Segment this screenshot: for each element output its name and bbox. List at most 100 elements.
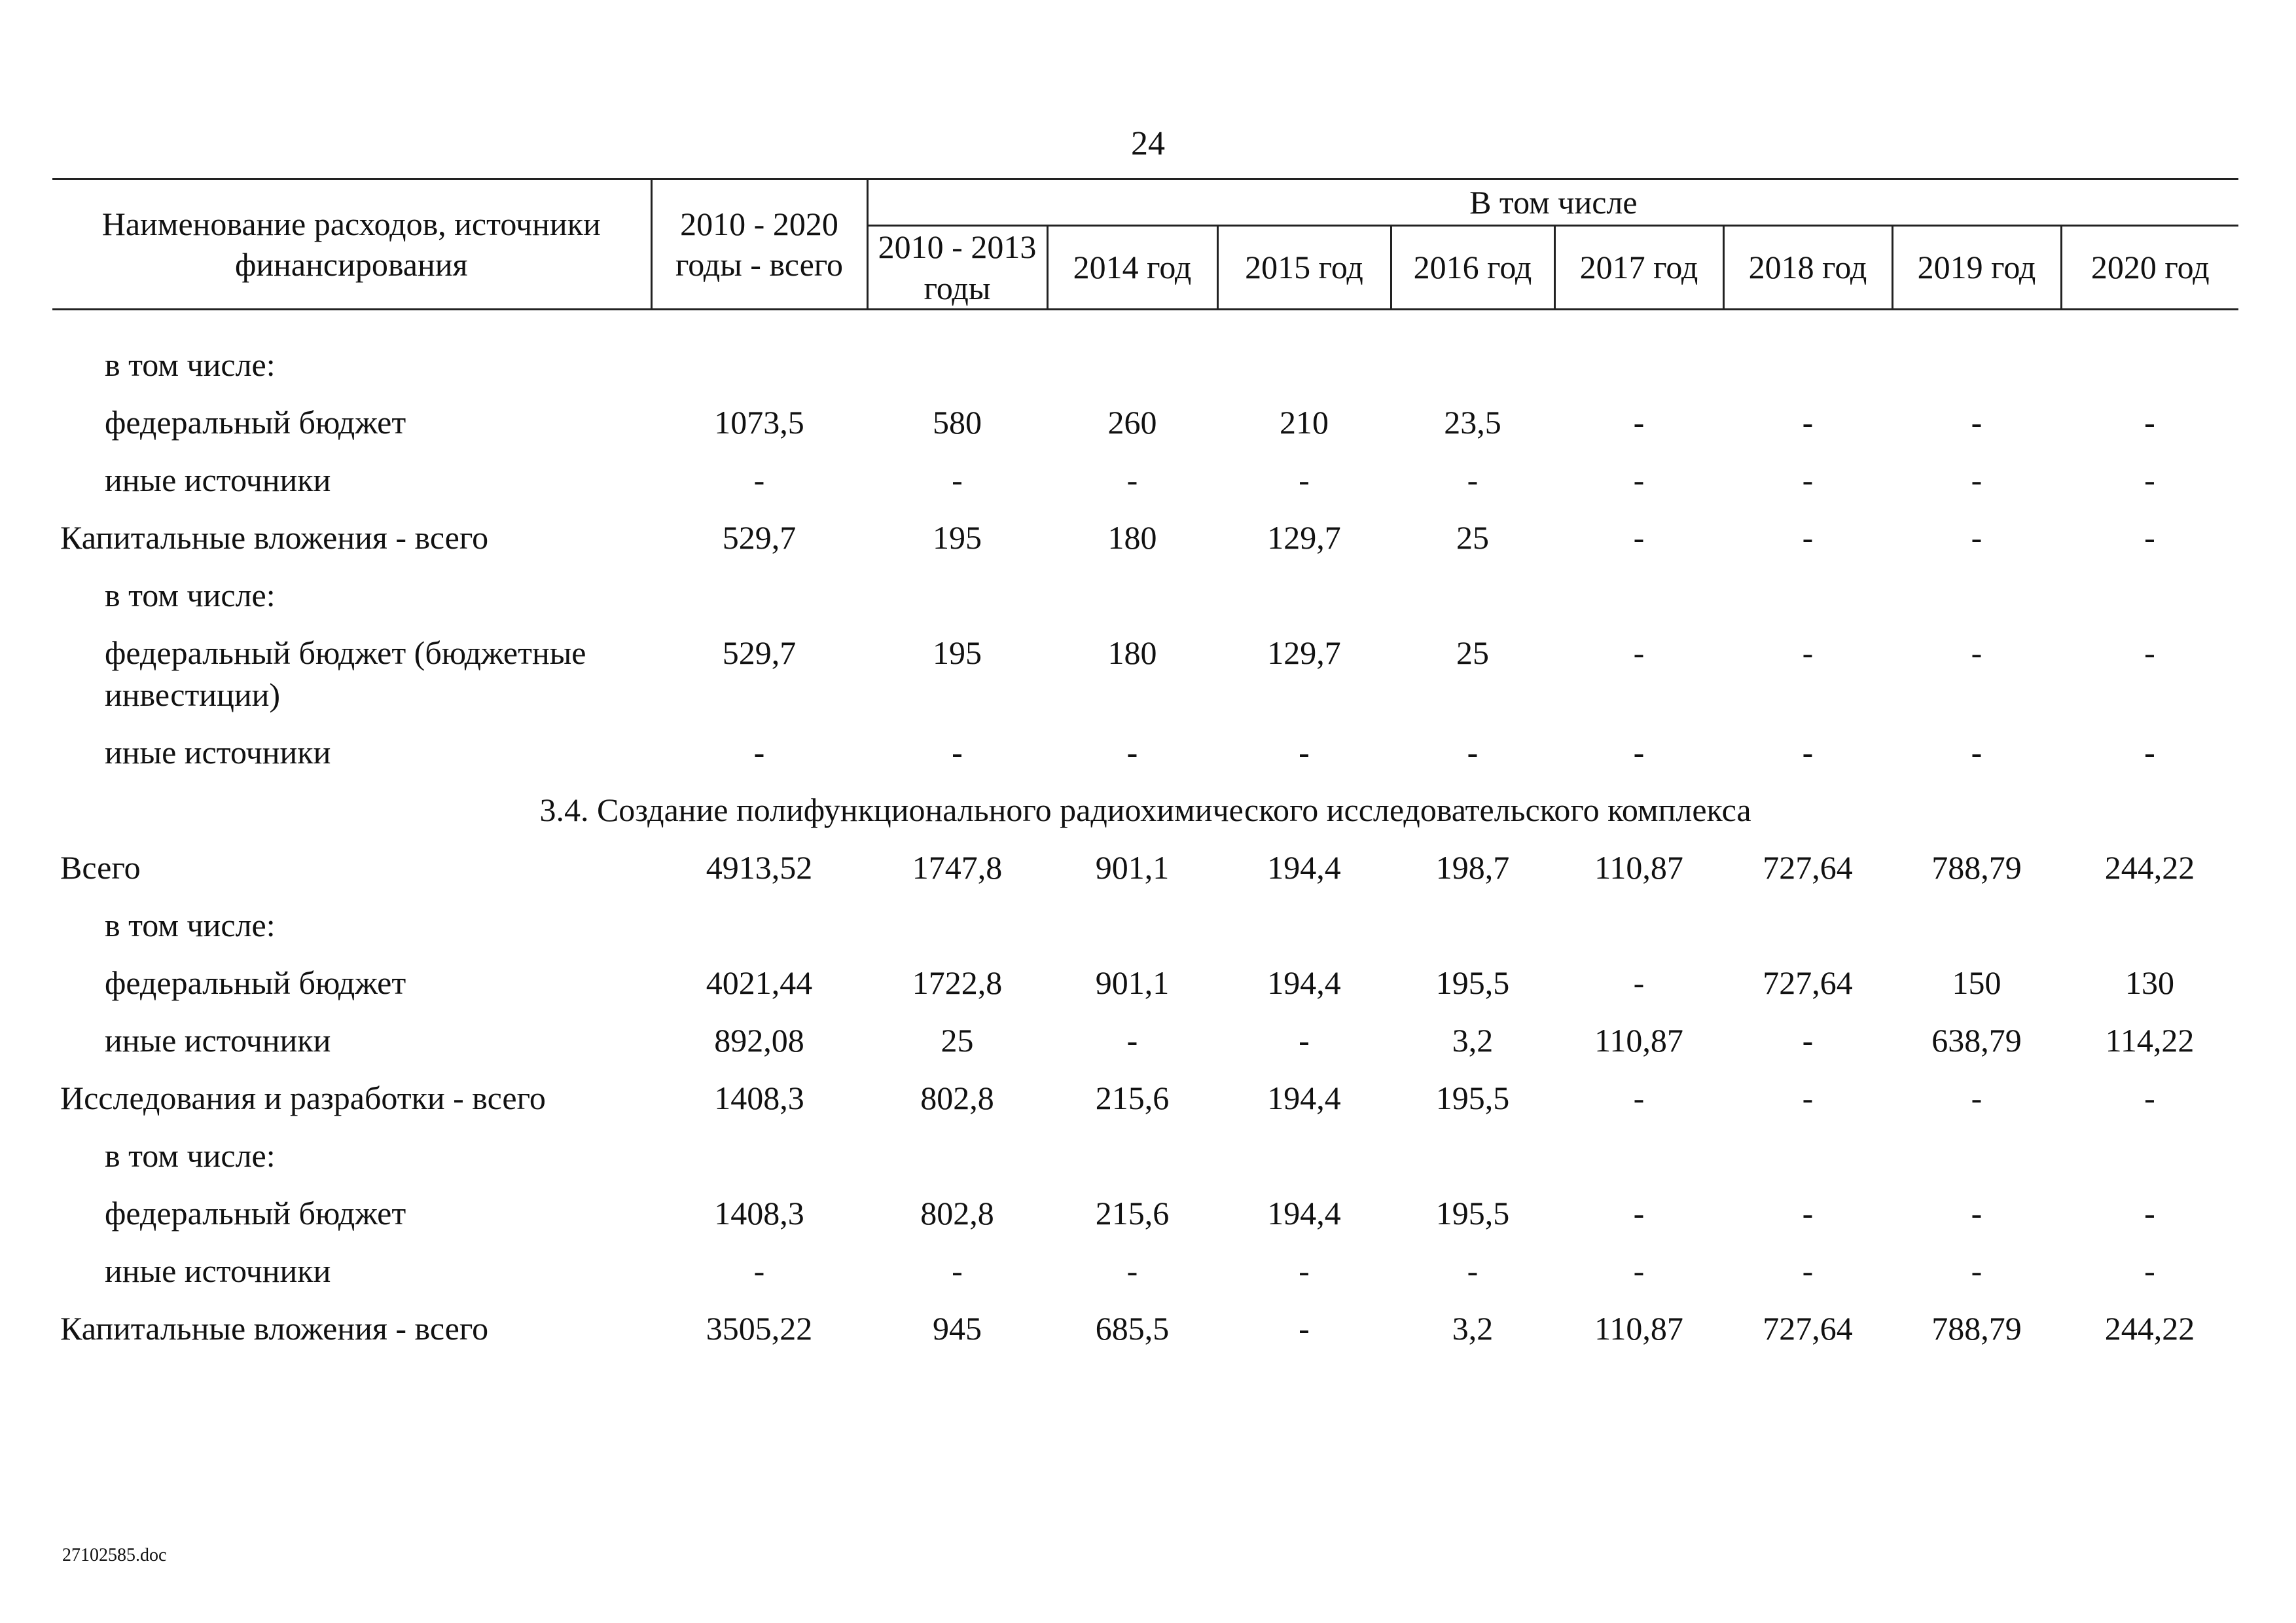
header-total-column: 2010 - 2020 годы - всего	[650, 178, 869, 310]
cell-value: 114,22	[2105, 1022, 2195, 1059]
cell-value: -	[753, 734, 765, 771]
table-row: Капитальные вложения - всего 3505,22 945 68…	[52, 1301, 2238, 1359]
table-row: федеральный бюджет 1408,3 802,8 215,6 194,4 1…	[52, 1186, 2238, 1243]
row-label: в том числе:	[105, 577, 276, 613]
cell-value: -	[1971, 1195, 1982, 1231]
cell-value	[1723, 337, 1892, 395]
cell-value	[1047, 898, 1217, 955]
cell-value: -	[1802, 1022, 1814, 1059]
table-row: иные источники - - - - - - - - -	[52, 1243, 2238, 1301]
cell-value: 3,2	[1452, 1022, 1494, 1059]
cell-value	[1047, 568, 1217, 625]
cell-value: -	[1126, 462, 1138, 498]
cell-value: -	[952, 1252, 963, 1289]
section-title: 3.4. Создание полифункционального радиох…	[539, 792, 1751, 828]
cell-value: -	[2144, 519, 2155, 556]
section-heading-row: 3.4. Создание полифункционального радиох…	[52, 782, 2238, 840]
cell-value: -	[952, 734, 963, 771]
cell-value: 1408,3	[714, 1080, 804, 1116]
cell-value	[867, 898, 1047, 955]
cell-value: -	[1971, 1252, 1982, 1289]
cell-value: 3,2	[1452, 1310, 1494, 1347]
row-label: иные источники	[105, 1022, 331, 1059]
cell-value: 802,8	[920, 1195, 994, 1231]
cell-value: -	[1126, 1022, 1138, 1059]
cell-value: -	[2144, 1080, 2155, 1116]
row-label: иные источники	[105, 1252, 331, 1289]
cell-value: 210	[1280, 404, 1329, 441]
row-label: Всего	[60, 849, 141, 886]
cell-value: -	[1467, 1252, 1479, 1289]
cell-value: 1408,3	[714, 1195, 804, 1231]
row-label: в том числе:	[105, 907, 276, 943]
cell-value	[651, 898, 867, 955]
cell-value: 727,64	[1763, 964, 1853, 1001]
row-label: Капитальные вложения - всего	[60, 519, 489, 556]
cell-value: -	[1633, 734, 1645, 771]
cell-value: 129,7	[1267, 634, 1341, 671]
cell-value	[1391, 898, 1554, 955]
header-year-col: 2016 год	[1390, 225, 1556, 310]
table-header: Наименование расходов, источники финанси…	[52, 178, 2239, 310]
table-row: в том числе:	[52, 337, 2238, 395]
cell-value	[1391, 337, 1554, 395]
cell-value	[1892, 568, 2061, 625]
cell-value: -	[1633, 634, 1645, 671]
cell-value: 130	[2125, 964, 2174, 1001]
cell-value: 195	[933, 519, 982, 556]
header-year-col: 2010 - 2013 годы	[866, 225, 1049, 310]
header-year-col: 2019 год	[1891, 225, 2062, 310]
cell-value	[1723, 568, 1892, 625]
cell-value: 25	[1456, 634, 1489, 671]
cell-value: 4913,52	[706, 849, 813, 886]
table-row: федеральный бюджет 4021,44 1722,8 901,1 194,…	[52, 955, 2238, 1013]
cell-value: -	[1633, 1195, 1645, 1231]
cell-value: 195,5	[1435, 964, 1510, 1001]
cell-value: 195,5	[1435, 1080, 1510, 1116]
cell-value	[1217, 1128, 1391, 1186]
cell-value	[867, 568, 1047, 625]
cell-value: -	[1467, 734, 1479, 771]
cell-value: 580	[933, 404, 982, 441]
cell-value: 1747,8	[912, 849, 1003, 886]
cell-value: 215,6	[1095, 1195, 1170, 1231]
cell-value	[1554, 568, 1723, 625]
cell-value: -	[753, 1252, 765, 1289]
cell-value: 1722,8	[912, 964, 1003, 1001]
row-label: федеральный бюджет	[105, 1195, 406, 1231]
cell-value: -	[1971, 462, 1982, 498]
cell-value	[2061, 1128, 2238, 1186]
cell-value: 727,64	[1763, 1310, 1853, 1347]
cell-value	[2061, 898, 2238, 955]
cell-value: 129,7	[1267, 519, 1341, 556]
header-year-col: 2020 год	[2060, 225, 2239, 310]
cell-value: 529,7	[722, 519, 797, 556]
cell-value: -	[2144, 404, 2155, 441]
cell-value	[1217, 898, 1391, 955]
cell-value: -	[1633, 964, 1645, 1001]
cell-value: 529,7	[722, 634, 797, 671]
header-year-col: 2017 год	[1553, 225, 1725, 310]
cell-value: 901,1	[1095, 849, 1170, 886]
cell-value: 788,79	[1931, 1310, 2022, 1347]
cell-value	[1892, 337, 2061, 395]
cell-value	[2061, 568, 2238, 625]
cell-value	[2061, 337, 2238, 395]
cell-value	[1047, 1128, 1217, 1186]
cell-value: -	[1802, 1080, 1814, 1116]
cell-value	[1892, 1128, 2061, 1186]
cell-value	[1217, 337, 1391, 395]
cell-value	[1554, 1128, 1723, 1186]
cell-value: 215,6	[1095, 1080, 1170, 1116]
cell-value: -	[1802, 404, 1814, 441]
cell-value: -	[1299, 1022, 1310, 1059]
cell-value: 195,5	[1435, 1195, 1510, 1231]
header-year-col: 2015 год	[1216, 225, 1392, 310]
cell-value: 194,4	[1267, 1195, 1341, 1231]
row-label: в том числе:	[105, 1137, 276, 1174]
cell-value: -	[1126, 1252, 1138, 1289]
cell-value: 945	[933, 1310, 982, 1347]
cell-value: 638,79	[1931, 1022, 2022, 1059]
cell-value: -	[2144, 1195, 2155, 1231]
cell-value: -	[1802, 734, 1814, 771]
